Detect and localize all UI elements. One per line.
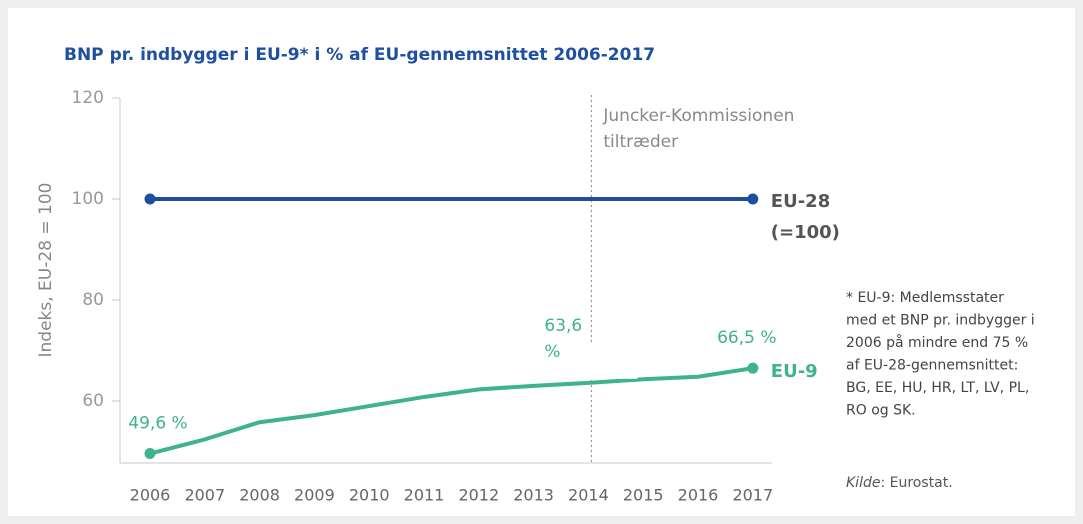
source-label: Kilde bbox=[846, 475, 880, 491]
end-marker bbox=[747, 362, 759, 374]
x-tick-label: 2013 bbox=[513, 486, 554, 505]
series-label: EU-28 (=100) bbox=[771, 191, 840, 243]
y-axis-label: Indeks, EU-28 = 100 bbox=[36, 183, 56, 358]
footnote: af EU-28-gennemsnittet: bbox=[846, 358, 1018, 374]
footnote: BG, EE, HU, HR, LT, LV, PL, bbox=[846, 380, 1029, 396]
x-tick-label: 2006 bbox=[130, 486, 171, 505]
chart-title: BNP pr. indbygger i EU-9* i % af EU-genn… bbox=[64, 45, 655, 65]
x-tick-label: 2008 bbox=[239, 486, 280, 505]
x-tick-label: 2009 bbox=[294, 486, 335, 505]
source-text: : Eurostat. bbox=[880, 475, 952, 491]
footnote: RO og SK. bbox=[846, 403, 916, 419]
value-label: 66,5 % bbox=[717, 328, 776, 348]
x-tick-label: 2012 bbox=[458, 486, 499, 505]
value-label: 49,6 % bbox=[128, 414, 187, 434]
footnote: med et BNP pr. indbygger i bbox=[846, 313, 1035, 329]
event-label: Juncker-Kommissionen tiltræder bbox=[602, 106, 794, 152]
series-line bbox=[149, 366, 754, 456]
card bbox=[8, 8, 1075, 516]
x-tick-label: 2016 bbox=[678, 486, 719, 505]
x-tick-label: 2011 bbox=[404, 486, 445, 505]
end-marker bbox=[144, 193, 156, 205]
y-tick-label: 120 bbox=[72, 88, 104, 108]
footnote: * EU-9: Medlemsstater bbox=[846, 290, 1004, 306]
series-label: EU-9 bbox=[771, 361, 818, 382]
x-tick-label: 2014 bbox=[568, 486, 609, 505]
x-tick-label: 2007 bbox=[184, 486, 225, 505]
y-tick-label: 60 bbox=[82, 391, 104, 411]
value-label: 63,6% bbox=[544, 316, 582, 362]
end-marker bbox=[144, 448, 156, 460]
source: Kilde: Eurostat. bbox=[846, 475, 953, 491]
end-marker bbox=[747, 193, 759, 205]
y-tick-label: 100 bbox=[72, 189, 104, 209]
y-tick-label: 80 bbox=[82, 290, 104, 310]
x-tick-label: 2017 bbox=[732, 486, 773, 505]
footnote: 2006 på mindre end 75 % bbox=[846, 334, 1028, 351]
x-tick-label: 2010 bbox=[349, 486, 390, 505]
label-backdrop bbox=[532, 342, 638, 379]
x-tick-label: 2015 bbox=[623, 486, 664, 505]
